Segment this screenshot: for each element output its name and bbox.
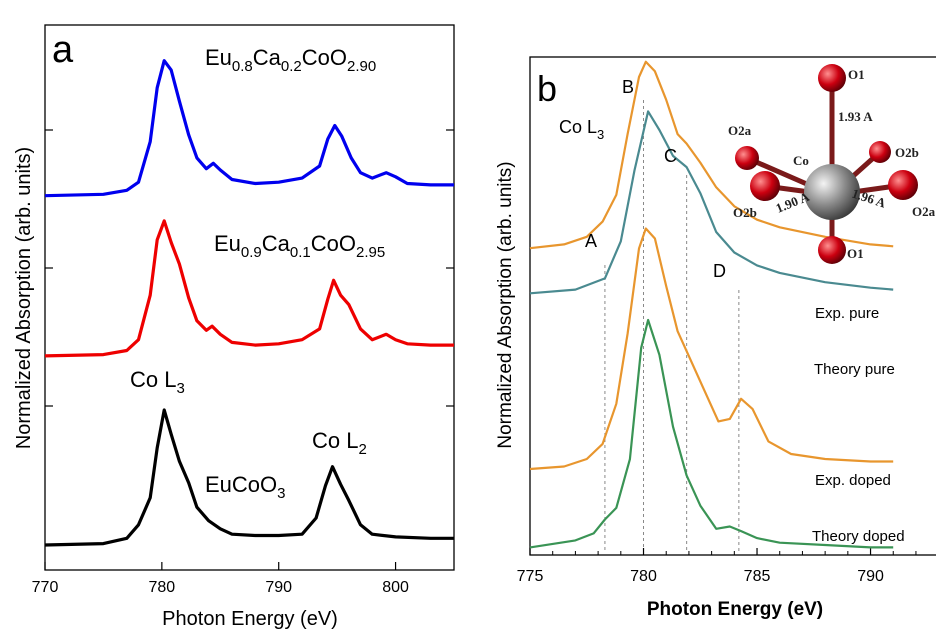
panel-b-series-label-1: Theory pure	[814, 361, 895, 378]
panel-b-series-label-0: Exp. pure	[815, 305, 879, 322]
panel-a-series-line-1	[44, 219, 454, 358]
annotation-co-l3-b: Co L3	[559, 117, 604, 142]
atom-co	[804, 164, 860, 220]
panel-a-x-tick-label: 790	[265, 579, 292, 596]
panel-b-x-tick-label: 790	[857, 568, 884, 585]
atom-label-o2b-left: O2b	[733, 205, 757, 220]
series-label-eucoo3: EuCoO3	[205, 472, 286, 502]
atom-o2b-left	[750, 171, 780, 201]
series-label-eu09: Eu0.9Ca0.1CoO2.95	[214, 231, 385, 261]
panel-b-x-tick-label: 780	[630, 568, 657, 585]
panel-a-x-axis-label: Photon Energy (eV)	[162, 608, 338, 630]
panel-b-x-axis-label: Photon Energy (eV)	[647, 599, 823, 620]
series-label-eu08: Eu0.8Ca0.2CoO2.90	[205, 45, 376, 75]
panel-b-x-tick-label: 775	[517, 568, 544, 585]
panel-a-frame	[44, 24, 455, 571]
atom-label-co: Co	[793, 153, 809, 168]
panel-b-series-line-1	[529, 110, 894, 295]
panel-a-series-line-2	[44, 408, 454, 547]
panel-a-series-line-0	[44, 59, 454, 198]
panel-a-x-tick-label: 770	[32, 579, 59, 596]
annotation-co-l3-a: Co L3	[130, 367, 185, 397]
panel-b-series-label-3: Theory doped	[812, 528, 905, 545]
panel-b: b 775 780 785 790 A B C D Exp. pure Theory pure…	[495, 56, 936, 620]
atom-o2a-right	[888, 170, 918, 200]
panel-a-x-tick-label: 800	[382, 579, 409, 596]
atom-label-o1-bottom: O1	[847, 246, 864, 261]
panel-b-y-axis-label: Normalized Absorption (arb. units)	[495, 161, 516, 448]
peak-label-d: D	[713, 261, 726, 281]
panel-b-frame	[529, 56, 936, 556]
atom-o2b-right	[869, 141, 891, 163]
peak-label-a: A	[585, 231, 597, 251]
panel-b-label: b	[537, 68, 557, 109]
peak-label-b: B	[622, 77, 634, 97]
atom-label-o2a-right: O2a	[912, 204, 936, 219]
panel-b-series-line-2	[529, 227, 894, 471]
panel-a-label: a	[52, 29, 74, 71]
atom-label-o2b-right: O2b	[895, 145, 919, 160]
panel-b-series-line-0	[529, 60, 894, 250]
bond-label-1: 1.93 A	[838, 109, 873, 124]
panel-a-y-axis-label: Normalized Absorption (arb. units)	[13, 147, 35, 449]
atom-o2a-left	[735, 146, 759, 170]
atom-label-o1-top: O1	[848, 67, 865, 82]
panel-b-series-label-2: Exp. doped	[815, 472, 891, 489]
peak-label-c: C	[664, 146, 677, 166]
panel-b-x-tick-label: 785	[744, 568, 771, 585]
bond-label-2: 1.90 A	[774, 189, 812, 216]
panel-a-x-tick-label: 780	[149, 579, 176, 596]
atom-label-o2a-left: O2a	[728, 123, 752, 138]
panel-b-series-line-3	[529, 318, 894, 549]
coo6-octahedron-inset: O1 O2a Co O2b O2b O2a O1 1.93 A 1.90 A 1…	[728, 64, 936, 264]
atom-o1-top	[818, 64, 846, 92]
atom-o1-bottom	[818, 236, 846, 264]
annotation-co-l2-a: Co L2	[312, 428, 367, 458]
panel-a: a 770 780 790 800 Photon Energy (eV) Normal…	[13, 24, 455, 630]
